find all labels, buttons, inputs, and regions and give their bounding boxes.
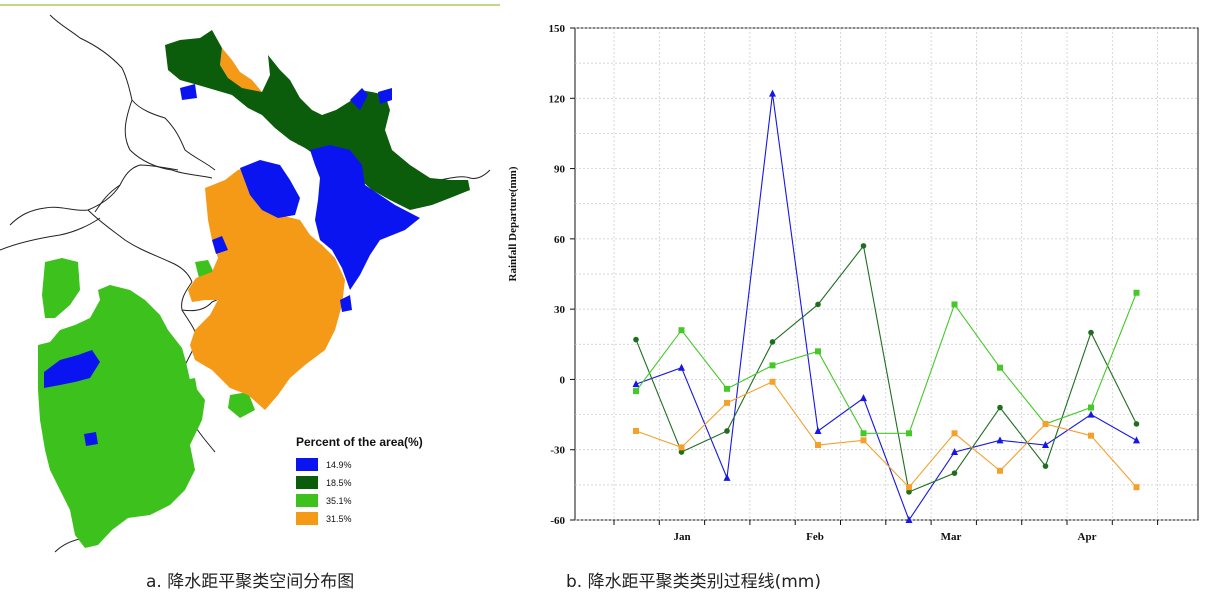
legend: 14.9% 18.5% 35.1% 31.5% (296, 458, 352, 525)
data-point (678, 327, 685, 334)
data-point (1133, 421, 1140, 427)
data-point (724, 385, 730, 392)
data-point (1133, 436, 1140, 444)
y-tick-label: 120 (549, 93, 566, 105)
data-point (951, 301, 958, 308)
rainfall-departure-chart: 150 120 90 60 30 0 -30 -60 Jan Feb Mar Apr Rainfall… (507, 23, 1199, 543)
data-point (951, 448, 958, 456)
caption-map: a. 降水距平聚类空间分布图 (146, 572, 355, 592)
data-point (951, 430, 958, 437)
data-point (815, 301, 821, 308)
data-point (1042, 463, 1049, 469)
data-point (724, 428, 730, 434)
data-point (1088, 404, 1094, 411)
data-point (678, 449, 685, 455)
data-point (1133, 289, 1140, 296)
x-month-label: Jan (673, 531, 690, 543)
y-tick-label: 30 (554, 304, 566, 316)
data-point (997, 364, 1003, 371)
data-point (724, 399, 730, 406)
data-point (633, 427, 639, 434)
y-tick-label: 0 (560, 374, 566, 386)
y-tick-label: -60 (550, 515, 565, 527)
caption-chart: b. 降水距平聚类类别过程线(mm) (566, 572, 821, 592)
x-month-label: Mar (941, 531, 962, 543)
data-point (1088, 432, 1094, 439)
rainfall-chart-panel: 150 120 90 60 30 0 -30 -60 Jan Feb Mar Apr Rainfall… (500, 0, 1223, 560)
legend-label: 18.5% (326, 478, 352, 488)
series-line (635, 244, 1137, 493)
x-month-label: Feb (806, 531, 824, 543)
y-tick-label: 60 (554, 234, 566, 246)
data-point (769, 89, 776, 97)
legend-label: 35.1% (326, 496, 352, 506)
data-point (678, 444, 685, 451)
data-point (815, 442, 821, 449)
data-point (951, 470, 958, 476)
data-point (906, 489, 912, 495)
data-point (769, 362, 776, 369)
legend-swatch (296, 458, 318, 471)
data-point (1087, 410, 1095, 418)
data-point (1042, 441, 1049, 449)
y-axis-label: Rainfall Departure(mm) (507, 166, 519, 281)
y-tick-label: 150 (549, 23, 566, 35)
data-point (723, 473, 731, 481)
data-point (860, 430, 867, 437)
series-line (635, 93, 1137, 522)
region-darkgreen (165, 30, 470, 210)
legend-label: 31.5% (326, 514, 352, 524)
data-point (997, 404, 1003, 411)
data-point (769, 339, 776, 345)
data-point (905, 516, 913, 523)
data-point (906, 484, 912, 491)
region-blue (44, 84, 420, 446)
legend-title: Percent of the area(%) (296, 435, 423, 449)
data-point (814, 426, 822, 434)
x-month-label: Apr (1078, 531, 1097, 543)
data-point (1088, 329, 1094, 336)
data-point (996, 436, 1004, 444)
cluster-map: Percent of the area(%) 14.9% 18.5% 35.1% 31… (0, 4, 500, 553)
data-point (769, 378, 776, 385)
series-line (635, 381, 1137, 489)
data-point (1042, 420, 1049, 427)
data-point (632, 380, 640, 388)
data-point (906, 430, 912, 437)
data-point (860, 243, 867, 249)
legend-swatch (296, 476, 318, 489)
data-point (997, 467, 1003, 474)
legend-swatch (296, 512, 318, 525)
data-point (633, 336, 639, 343)
legend-swatch (296, 494, 318, 507)
series-line (635, 292, 1138, 434)
axes: 150 120 90 60 30 0 -30 -60 Jan Feb Mar Apr (549, 23, 1159, 543)
y-tick-label: -30 (550, 445, 565, 457)
cluster-map-panel: Percent of the area(%) 14.9% 18.5% 35.1% 31… (0, 0, 500, 560)
data-point (633, 388, 639, 395)
data-point (860, 437, 867, 444)
data-point (1133, 484, 1140, 491)
data-point (860, 394, 867, 402)
y-tick-label: 90 (554, 164, 566, 176)
grid-lines (575, 27, 1198, 521)
region-green (38, 258, 255, 548)
series-lines (632, 89, 1140, 523)
data-point (815, 348, 821, 355)
data-point (678, 363, 685, 371)
legend-label: 14.9% (326, 460, 352, 470)
